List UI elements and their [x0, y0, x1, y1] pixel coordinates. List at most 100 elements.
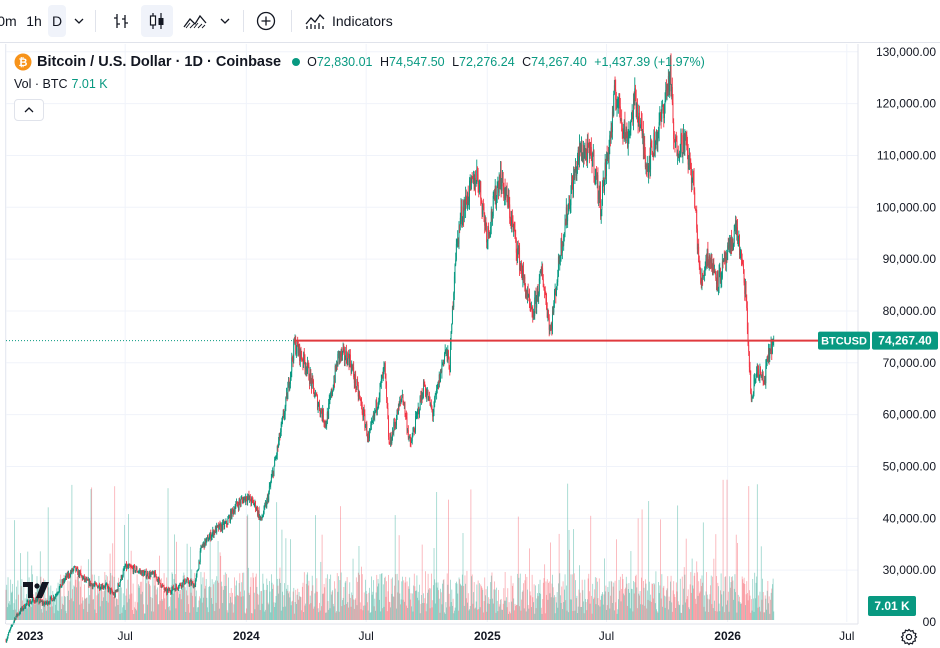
candle-body [663, 110, 665, 119]
volume-bar [146, 578, 148, 620]
interval-1h-button[interactable]: 1h [22, 5, 46, 37]
candle-body [700, 282, 702, 285]
candle-body [424, 385, 426, 387]
candle-body [464, 203, 466, 210]
candles-style-button[interactable] [141, 5, 173, 37]
candle-body [441, 364, 443, 373]
tradingview-logo[interactable] [23, 581, 49, 599]
volume-bar [233, 604, 235, 620]
volume-bar [739, 602, 741, 620]
candle-body [629, 129, 631, 132]
candle-body [577, 150, 579, 156]
interval-day-button[interactable]: D [48, 5, 66, 37]
candle-body [62, 579, 64, 584]
volume-bar [479, 583, 480, 620]
volume-bar [91, 574, 93, 620]
volume-bar [607, 587, 609, 620]
gear-icon[interactable] [900, 628, 918, 646]
collapse-legend-button[interactable] [14, 99, 44, 121]
volume-bar [467, 593, 469, 620]
candle-body [344, 359, 346, 361]
candle-body [440, 369, 442, 373]
indicators-button[interactable]: Indicators [300, 5, 400, 37]
volume-bar [314, 593, 316, 620]
volume-bar [733, 599, 735, 620]
candle-body [631, 118, 632, 120]
compare-symbol-button[interactable] [252, 5, 280, 37]
interval-minutes-button[interactable]: 0m [0, 5, 20, 37]
volume-bar [377, 579, 379, 620]
volume-bar [191, 595, 193, 620]
candle-body [575, 166, 577, 176]
chart-pane[interactable] [5, 44, 940, 624]
candle-body [283, 413, 285, 417]
volume-bar [726, 479, 728, 620]
volume-bar [599, 606, 601, 620]
candle-body [10, 627, 12, 630]
candle-body [142, 570, 144, 572]
price-axis[interactable]: 30,000.0040,000.0050,000.0060,000.0070,0… [818, 44, 940, 629]
candle-body [167, 588, 169, 591]
volume-bar [64, 596, 66, 620]
candle-body [416, 414, 418, 416]
candle-body [511, 217, 513, 221]
candle-body [18, 613, 20, 615]
candle-body [430, 404, 432, 405]
candle-body [490, 227, 492, 233]
price-tick-label: 80,000.00 [883, 304, 937, 318]
candle-body [439, 374, 441, 383]
volume-bar [773, 611, 775, 620]
chart-style-dropdown-button[interactable] [216, 5, 234, 37]
symbol-title[interactable]: Bitcoin / U.S. Dollar · 1D · Coinbase [37, 54, 282, 70]
candle-body [554, 292, 555, 304]
candle-body [314, 396, 316, 398]
volume-bar [333, 606, 335, 620]
volume-bar [142, 573, 144, 620]
candle-body [234, 507, 236, 513]
volume-bar [190, 546, 191, 620]
volume-bar [182, 575, 184, 620]
volume-bar [114, 486, 116, 620]
candle-body [320, 408, 322, 413]
candle-body [278, 441, 280, 448]
volume-bar [617, 599, 619, 620]
volume-bar [466, 570, 468, 620]
volume-bar [687, 596, 688, 620]
candle-body [526, 293, 528, 297]
volume-bar [631, 589, 633, 620]
volume-bar [184, 575, 185, 620]
candle-body [653, 133, 655, 157]
candle-body [22, 608, 24, 610]
volume-bar [324, 587, 326, 620]
candle-body [330, 389, 332, 397]
volume-bar [6, 607, 8, 620]
candle-body [528, 294, 530, 297]
candle-body [112, 593, 114, 595]
volume-bar [278, 578, 280, 620]
candle-body [771, 341, 773, 354]
volume-bar [450, 602, 452, 620]
volume-bar [179, 594, 181, 620]
interval-dropdown-button[interactable] [70, 5, 88, 37]
candle-body [548, 317, 550, 330]
volume-bar [73, 585, 75, 620]
candle-body [581, 144, 583, 160]
volume-bar [525, 611, 527, 620]
volume-bar [259, 505, 260, 620]
time-axis[interactable]: 2023 Jul 2024 Jul 2025 Jul 2026 Jul [6, 623, 858, 643]
candle-body [527, 290, 529, 297]
volume-label[interactable]: Vol · BTC [14, 77, 68, 91]
volume-bar [553, 597, 555, 620]
volume-bar [537, 596, 539, 620]
area-style-button[interactable] [180, 5, 210, 37]
candle-body [216, 525, 218, 533]
volume-bar [357, 572, 359, 620]
candle-body [729, 240, 731, 252]
candle-body [733, 231, 735, 244]
volume-bar [557, 607, 559, 620]
bar-style-button[interactable] [107, 5, 135, 37]
candle-body [8, 632, 10, 636]
volume-bar [741, 603, 742, 620]
volume-bar [220, 581, 222, 620]
